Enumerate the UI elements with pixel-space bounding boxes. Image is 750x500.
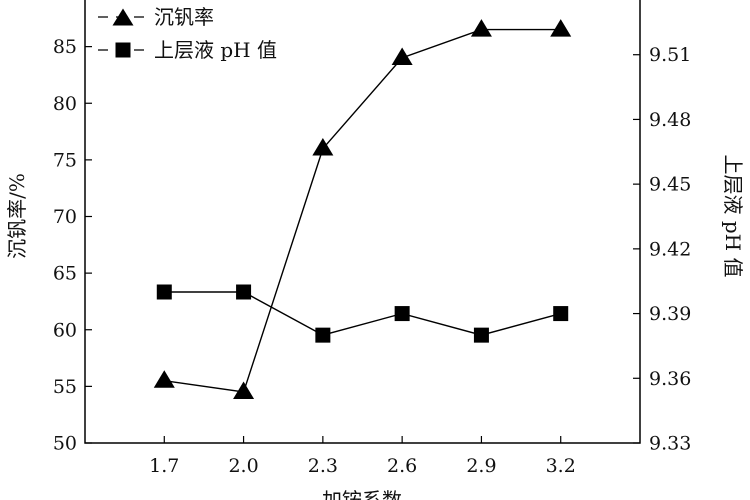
legend-label-1: 上层液 pH 值 — [154, 38, 277, 62]
y-right-tick-label: 9.48 — [649, 109, 691, 131]
data-point-square — [553, 306, 569, 322]
data-point-square — [236, 284, 252, 300]
x-tick-label: 2.6 — [387, 455, 417, 477]
y-right-tick-label: 9.42 — [649, 238, 691, 260]
y-axis-left-label: 沉钒率/% — [5, 173, 29, 259]
legend-item-0: 沉钒率 — [98, 5, 214, 29]
legend-marker-triangle — [112, 8, 134, 26]
y-left-tick-label: 50 — [53, 433, 77, 455]
x-tick-label: 3.2 — [546, 455, 576, 477]
y-left-tick-label: 75 — [53, 149, 77, 171]
left-axis-ticks: 50 55 60 65 70 75 80 85 — [53, 36, 92, 455]
series-line-0 — [164, 28, 561, 393]
plot-frame — [84, 0, 641, 444]
series-layer — [153, 19, 572, 400]
y-left-tick-label: 70 — [53, 206, 77, 228]
data-point-triangle — [550, 19, 572, 37]
y-left-tick-label: 55 — [53, 376, 77, 398]
legend-marker-square — [115, 42, 131, 58]
series-line-1 — [164, 291, 561, 336]
x-axis-label: 加铵系数 — [322, 488, 402, 500]
y-right-tick-label: 9.51 — [649, 44, 691, 66]
x-tick-label: 1.7 — [149, 455, 179, 477]
y-right-tick-label: 9.36 — [649, 368, 691, 390]
data-point-square — [156, 284, 172, 300]
data-point-triangle — [470, 19, 492, 37]
x-tick-label: 2.0 — [228, 455, 258, 477]
y-axis-right-label: 上层液 pH 值 — [721, 155, 745, 278]
data-point-triangle — [391, 47, 413, 65]
y-right-tick-label: 9.45 — [649, 174, 691, 196]
data-point-square — [315, 327, 331, 343]
y-right-tick-label: 9.39 — [649, 303, 691, 325]
legend: 沉钒率 上层液 pH 值 — [98, 5, 277, 62]
legend-label-0: 沉钒率 — [154, 5, 214, 29]
data-point-triangle — [312, 138, 334, 156]
right-axis-ticks: 9.33 9.36 9.39 9.42 9.45 9.48 9.51 9.54 — [633, 0, 691, 455]
data-point-square — [473, 327, 489, 343]
y-right-tick-label: 9.54 — [649, 0, 691, 2]
y-right-tick-label: 9.33 — [649, 433, 691, 455]
y-left-tick-label: 65 — [53, 263, 77, 285]
y-left-tick-label: 85 — [53, 36, 77, 58]
x-tick-label: 2.3 — [308, 455, 338, 477]
data-point-triangle — [233, 381, 255, 400]
data-point-square — [394, 306, 410, 322]
y-left-tick-label: 80 — [53, 93, 77, 115]
y-left-tick-label: 60 — [53, 319, 77, 341]
legend-item-1: 上层液 pH 值 — [98, 38, 277, 62]
x-tick-label: 2.9 — [466, 455, 496, 477]
x-axis-ticks: 1.7 2.0 2.3 2.6 2.9 3.2 — [149, 436, 576, 477]
data-point-triangle — [153, 370, 175, 388]
